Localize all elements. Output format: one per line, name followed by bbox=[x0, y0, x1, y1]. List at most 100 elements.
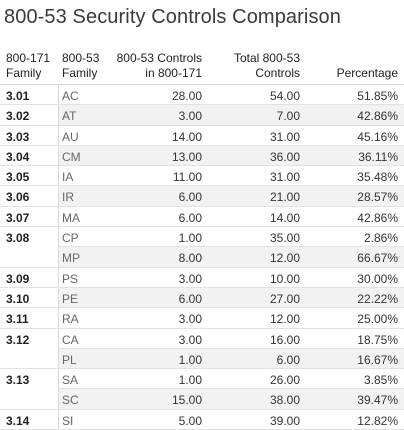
header-controls-in-171[interactable]: 800-53 Controls in 800-171 bbox=[116, 51, 202, 80]
row-divider bbox=[0, 144, 404, 146]
percentage-cell: 30.00% bbox=[357, 271, 398, 286]
percentage-cell: 28.57% bbox=[357, 190, 398, 205]
table-row[interactable]: 3.01 AC 28.00 54.00 51.85% bbox=[0, 85, 404, 106]
percentage-cell: 35.48% bbox=[357, 170, 398, 185]
total-controls-cell: 54.00 bbox=[269, 89, 300, 103]
percentage-cell: 16.67% bbox=[357, 352, 398, 367]
controls-in-171-cell: 11.00 bbox=[172, 170, 202, 185]
header-percentage[interactable]: Percentage bbox=[336, 66, 398, 80]
family-171-cell: 3.12 bbox=[6, 332, 30, 347]
table-row[interactable]: 3.09 PS 3.00 10.00 30.00% bbox=[0, 267, 404, 288]
total-controls-cell: 31.00 bbox=[269, 129, 300, 144]
table-row[interactable]: 3.13 SA 1.00 26.00 3.85% bbox=[0, 369, 404, 390]
header-800-53-family[interactable]: 800-53 Family bbox=[62, 51, 100, 80]
percentage-cell: 3.85% bbox=[363, 373, 398, 388]
row-divider bbox=[58, 388, 404, 390]
row-band bbox=[58, 186, 404, 207]
table-row[interactable]: PL 1.00 6.00 16.67% bbox=[0, 348, 404, 370]
family-53-cell: CA bbox=[62, 332, 79, 347]
table-row[interactable]: 3.06 IR 6.00 21.00 28.57% bbox=[0, 186, 404, 207]
header-total-controls[interactable]: Total 800-53 Controls bbox=[233, 51, 300, 80]
percentage-cell: 45.16% bbox=[357, 129, 398, 144]
column-divider bbox=[58, 166, 59, 187]
table-row[interactable]: 3.12 CA 3.00 16.00 18.75% bbox=[0, 328, 404, 349]
column-divider bbox=[58, 409, 59, 430]
column-divider bbox=[58, 125, 59, 146]
controls-in-171-cell: 28.00 bbox=[171, 89, 202, 103]
column-divider bbox=[58, 206, 59, 228]
percentage-cell: 18.75% bbox=[357, 332, 398, 347]
family-171-cell: 3.03 bbox=[6, 129, 30, 144]
controls-in-171-cell: 13.00 bbox=[171, 149, 202, 164]
total-controls-cell: 39.00 bbox=[269, 413, 300, 428]
row-band bbox=[58, 105, 404, 126]
table-row[interactable]: MP 8.00 12.00 66.67% bbox=[0, 247, 404, 268]
table-row[interactable]: 3.02 AT 3.00 7.00 42.86% bbox=[0, 105, 404, 126]
family-53-cell: AU bbox=[62, 129, 79, 144]
table-row[interactable]: 3.11 RA 3.00 12.00 25.00% bbox=[0, 308, 404, 329]
controls-in-171-cell: 15.00 bbox=[171, 393, 202, 408]
total-controls-cell: 10.00 bbox=[269, 271, 300, 286]
column-divider bbox=[58, 287, 59, 309]
total-controls-cell: 38.00 bbox=[269, 393, 300, 408]
family-53-cell: AC bbox=[62, 89, 79, 103]
family-171-cell: 3.09 bbox=[6, 271, 30, 286]
total-controls-cell: 16.00 bbox=[269, 332, 300, 347]
controls-in-171-cell: 5.00 bbox=[178, 413, 202, 428]
family-53-cell: PS bbox=[62, 271, 79, 286]
percentage-cell: 51.85% bbox=[357, 89, 398, 103]
total-controls-cell: 12.00 bbox=[269, 312, 300, 327]
family-53-cell: IA bbox=[62, 170, 74, 185]
column-divider bbox=[58, 247, 59, 268]
controls-in-171-cell: 1.00 bbox=[178, 352, 202, 367]
row-band bbox=[58, 287, 404, 309]
column-divider bbox=[58, 389, 59, 410]
controls-in-171-cell: 3.00 bbox=[178, 271, 202, 286]
column-divider bbox=[58, 308, 59, 329]
column-divider bbox=[58, 328, 59, 349]
total-controls-cell: 27.00 bbox=[269, 291, 300, 306]
table-row[interactable]: 3.05 IA 11.00 31.00 35.48% bbox=[0, 166, 404, 187]
total-controls-cell: 26.00 bbox=[269, 373, 300, 388]
row-divider bbox=[0, 266, 404, 268]
page-title: 800-53 Security Controls Comparison bbox=[4, 6, 341, 28]
table-row[interactable]: 3.07 MA 6.00 14.00 42.86% bbox=[0, 206, 404, 228]
row-divider bbox=[58, 347, 404, 349]
percentage-cell: 2.86% bbox=[363, 231, 398, 246]
controls-in-171-cell: 3.00 bbox=[178, 109, 202, 124]
family-171-cell: 3.08 bbox=[6, 231, 30, 246]
header-800-171-family[interactable]: 800-171 Family bbox=[6, 51, 51, 80]
table-row[interactable]: SC 15.00 38.00 39.47% bbox=[0, 389, 404, 410]
family-53-cell: SA bbox=[62, 373, 79, 388]
table-row[interactable]: 3.08 CP 1.00 35.00 2.86% bbox=[0, 227, 404, 248]
total-controls-cell: 14.00 bbox=[269, 210, 300, 225]
column-divider bbox=[58, 369, 59, 390]
column-divider bbox=[58, 145, 59, 167]
row-band bbox=[58, 247, 404, 268]
row-divider bbox=[0, 205, 404, 207]
controls-in-171-cell: 6.00 bbox=[178, 190, 202, 205]
family-53-cell: MP bbox=[62, 251, 80, 266]
percentage-cell: 66.67% bbox=[357, 251, 398, 266]
row-divider bbox=[0, 327, 404, 329]
row-band bbox=[58, 145, 404, 167]
family-53-cell: PE bbox=[62, 291, 79, 306]
family-171-cell: 3.13 bbox=[6, 373, 30, 388]
total-controls-cell: 7.00 bbox=[276, 109, 300, 124]
family-171-cell: 3.02 bbox=[6, 109, 30, 124]
percentage-cell: 12.82% bbox=[357, 413, 398, 428]
table-row[interactable]: 3.03 AU 14.00 31.00 45.16% bbox=[0, 125, 404, 146]
family-53-cell: CP bbox=[62, 231, 79, 246]
table-header: 800-171 Family 800-53 Family 800-53 Cont… bbox=[0, 46, 404, 85]
total-controls-cell: 36.00 bbox=[269, 149, 300, 164]
family-171-cell: 3.10 bbox=[6, 291, 30, 306]
row-divider bbox=[0, 165, 404, 167]
table-row[interactable]: 3.14 SI 5.00 39.00 12.82% bbox=[0, 409, 404, 430]
table-row[interactable]: 3.04 CM 13.00 36.00 36.11% bbox=[0, 145, 404, 167]
family-171-cell: 3.14 bbox=[6, 413, 30, 428]
row-divider bbox=[0, 307, 404, 309]
total-controls-cell: 35.00 bbox=[269, 231, 300, 246]
table-row[interactable]: 3.10 PE 6.00 27.00 22.22% bbox=[0, 287, 404, 309]
controls-in-171-cell: 6.00 bbox=[178, 291, 202, 306]
row-divider bbox=[0, 286, 404, 288]
